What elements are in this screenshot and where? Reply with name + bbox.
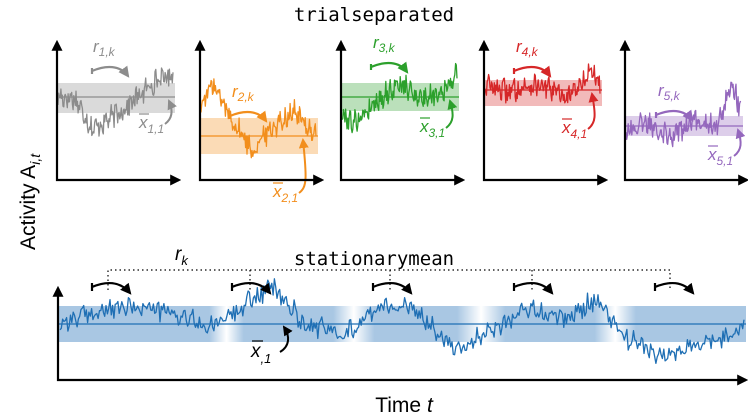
rk-symbol: r: [175, 244, 182, 265]
trial-panel-4: r4,k x4,1: [478, 37, 609, 186]
bottom-lag-arrow: [512, 281, 552, 293]
xbar-symbol: x: [707, 145, 717, 164]
y-axis-label: Activity Ai,t: [17, 153, 43, 250]
trial-axes: [335, 39, 466, 186]
r-sub: 4,k: [522, 45, 539, 59]
trial-axes: [478, 39, 609, 186]
trial-axes: [619, 39, 748, 186]
xbar-label: x1,1: [138, 113, 164, 136]
y-axis-label-sub: i,t: [27, 153, 43, 165]
trial-panel-3: r3,k x3,1: [335, 33, 466, 186]
x-axis-label-main: Time: [375, 394, 427, 417]
trial-trace: [625, 81, 742, 148]
rk-bracket: [107, 269, 671, 290]
xbar-label: x5,1: [707, 145, 733, 168]
xbar-label: x2,1: [272, 182, 298, 205]
xbar-sub: 4,1: [571, 127, 588, 141]
r-label: r2,k: [232, 82, 255, 104]
r-label: r1,k: [93, 37, 116, 59]
xbar-label: x3,1: [419, 117, 445, 140]
bottom-lag-arrows: [90, 281, 693, 293]
r-sub: 3,k: [379, 41, 396, 55]
rk-label: rk: [175, 244, 189, 268]
stationary-panel: rk x,1: [52, 244, 748, 386]
y-axis-label-main: Activity A: [17, 165, 40, 250]
lag-arrow: [512, 67, 550, 76]
bottom-lag-arrow: [371, 281, 411, 293]
trial-axes: [51, 39, 182, 186]
r-sub: 5,k: [664, 89, 681, 103]
top-title: trialseparated: [294, 4, 454, 26]
xbar-label: x,1: [250, 341, 271, 366]
r-sub: 2,k: [237, 90, 255, 104]
xbar-symbol: x: [561, 118, 571, 137]
xbar-sub: 5,1: [717, 154, 734, 168]
trial-axes: [194, 39, 325, 186]
r-label: r3,k: [373, 33, 396, 55]
rk-sub: k: [181, 253, 189, 268]
xbar-symbol: x: [138, 113, 148, 132]
bottom-title: stationarymean: [294, 248, 454, 270]
xbar-symbol: x: [272, 182, 282, 201]
r-label: r4,k: [516, 37, 539, 59]
bottom-lag-arrow: [653, 281, 693, 293]
xbar-symbol: x: [419, 117, 429, 136]
xbar-sub: 1,1: [148, 122, 165, 136]
xbar-sub: 3,1: [429, 126, 446, 140]
x-axis-label-var: t: [427, 394, 434, 417]
x-axis-label: Time t: [375, 394, 434, 417]
bottom-axes: [52, 285, 748, 386]
r-label: r5,k: [658, 81, 681, 103]
trial-panels: r1,kx1,1r2,kx2,1r3,kx3,1r4,kx4,1r5,kx5,1: [51, 33, 748, 205]
trial-panel-1: r1,k x1,1: [51, 37, 182, 186]
trial-panel-5: r5,k x5,1: [619, 39, 748, 186]
xbar-sub: ,1: [261, 351, 272, 366]
lag-arrow: [369, 63, 407, 72]
r-sub: 1,k: [99, 45, 116, 59]
bottom-lag-arrow: [90, 281, 130, 293]
trial-panel-2: r2,k x2,1: [194, 39, 325, 205]
xbar-label: x4,1: [561, 118, 587, 141]
xbar-sub: 2,1: [281, 191, 299, 205]
lag-arrow: [90, 67, 128, 76]
